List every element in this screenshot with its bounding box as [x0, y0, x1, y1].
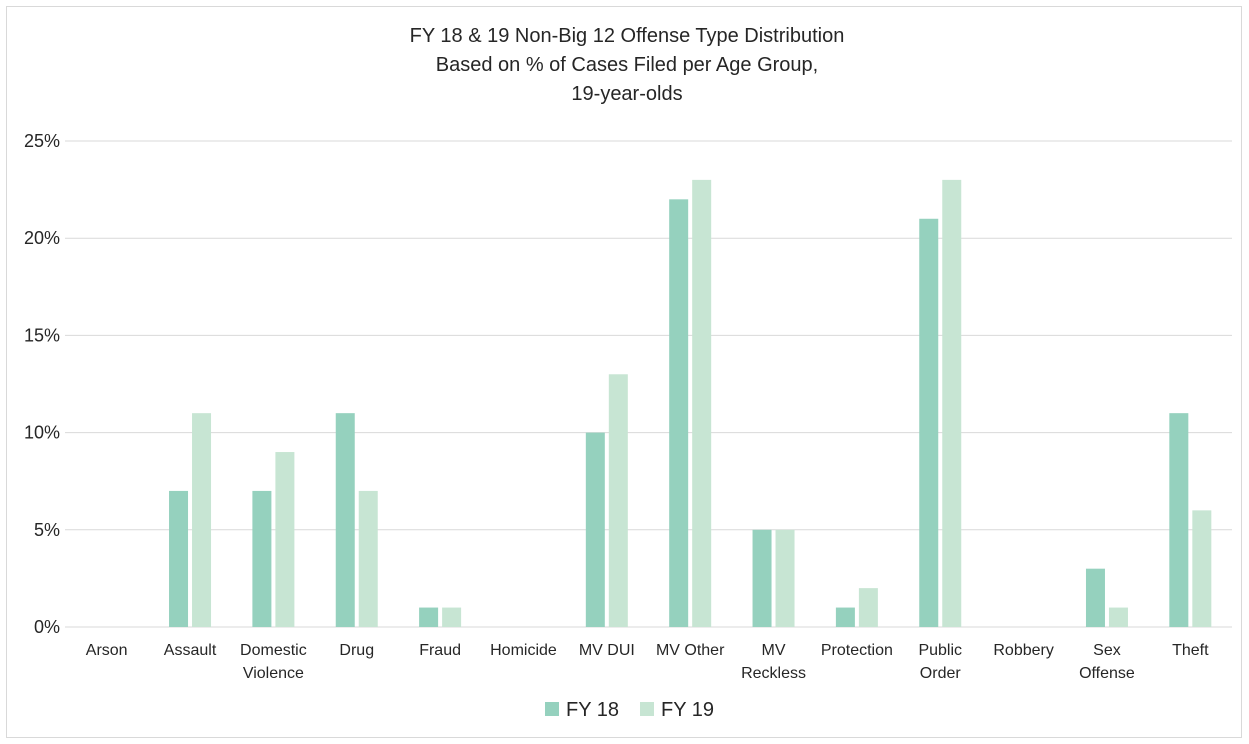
x-category-label: MV: [762, 642, 786, 659]
x-category-label: Domestic: [240, 642, 307, 659]
y-tick-label: 0%: [34, 617, 60, 637]
x-category-label: MV DUI: [579, 642, 635, 659]
y-tick-label: 25%: [24, 131, 60, 151]
bar-fy-19[interactable]: [192, 413, 212, 627]
bar-fy-19[interactable]: [858, 588, 878, 627]
bar-fy-19[interactable]: [358, 490, 378, 627]
bar-fy-19[interactable]: [1108, 607, 1128, 627]
x-category-label: MV Other: [656, 642, 725, 659]
legend[interactable]: FY 18 FY 19: [545, 699, 714, 721]
bar-fy-18[interactable]: [335, 413, 355, 627]
chart-title: FY 18 & 19 Non-Big 12 Offense Type Distr…: [410, 25, 845, 105]
x-category-label: Offense: [1079, 665, 1135, 682]
y-tick-label: 5%: [34, 520, 60, 540]
bar-fy-19[interactable]: [775, 529, 795, 627]
y-axis-ticks: 0% 5% 10% 15% 20% 25%: [24, 131, 60, 637]
x-category-label: Violence: [243, 665, 304, 682]
y-tick-label: 10%: [24, 423, 60, 443]
x-axis-category-labels: Arson Assault Domestic Violence Drug Fraud Hom…: [86, 642, 1209, 682]
bar-fy-19[interactable]: [442, 607, 462, 627]
legend-label: FY 18: [566, 699, 619, 721]
x-category-label: Drug: [339, 642, 374, 659]
bar-fy-18[interactable]: [585, 432, 605, 627]
bar-fy-19[interactable]: [1192, 510, 1212, 627]
x-category-label: Theft: [1172, 642, 1209, 659]
x-category-label: Fraud: [419, 642, 461, 659]
legend-swatch: [640, 702, 654, 716]
bar-fy-18[interactable]: [919, 218, 939, 627]
legend-label: FY 19: [661, 699, 714, 721]
bar-fy-18[interactable]: [1085, 568, 1105, 627]
x-category-label: Assault: [164, 642, 217, 659]
bars: [169, 179, 1212, 627]
bar-fy-18[interactable]: [669, 199, 689, 627]
bar-fy-18[interactable]: [419, 607, 439, 627]
x-category-label: Protection: [821, 642, 893, 659]
y-tick-label: 15%: [24, 325, 60, 345]
x-category-label: Order: [920, 665, 962, 682]
legend-swatch: [545, 702, 559, 716]
bar-fy-18[interactable]: [252, 490, 272, 627]
chart-title-line: 19-year-olds: [571, 83, 682, 105]
x-category-label: Arson: [86, 642, 128, 659]
chart-title-line: Based on % of Cases Filed per Age Group,: [436, 54, 818, 76]
x-category-label: Sex: [1093, 642, 1121, 659]
x-category-label: Homicide: [490, 642, 557, 659]
x-category-label: Reckless: [741, 665, 806, 682]
bar-fy-18[interactable]: [835, 607, 855, 627]
bar-fy-19[interactable]: [275, 452, 295, 627]
bar-fy-18[interactable]: [752, 529, 772, 627]
bar-fy-19[interactable]: [608, 374, 628, 627]
bar-fy-18[interactable]: [169, 490, 189, 627]
chart-title-line: FY 18 & 19 Non-Big 12 Offense Type Distr…: [410, 25, 845, 47]
x-category-label: Public: [918, 642, 962, 659]
bar-fy-19[interactable]: [692, 179, 712, 627]
bar-fy-19[interactable]: [942, 179, 962, 627]
gridlines: [65, 140, 1232, 628]
bar-fy-18[interactable]: [1169, 413, 1189, 627]
x-category-label: Robbery: [993, 642, 1053, 659]
y-tick-label: 20%: [24, 228, 60, 248]
